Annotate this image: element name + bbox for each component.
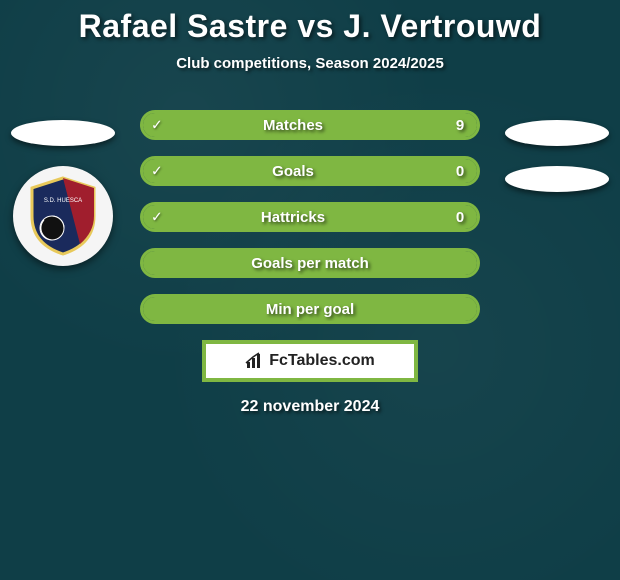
club-crest: S.D. HUESCA [13,166,113,266]
country-ellipse [505,120,609,146]
check-icon: ✓ [151,117,163,134]
stat-bar: ✓Matches9 [140,110,480,140]
stat-bar: ✓Hattricks0 [140,202,480,232]
check-icon: ✓ [151,209,163,226]
stat-fill: Min per goal [143,297,477,321]
content-area: S.D. HUESCA ✓Matches9✓Goals0✓Hattricks0G… [0,110,620,416]
stats-list: ✓Matches9✓Goals0✓Hattricks0Goals per mat… [140,110,480,324]
stat-fill: ✓Matches9 [143,113,477,137]
stat-label: Goals [143,163,443,180]
stat-fill: ✓Goals0 [143,159,477,183]
stat-bar: ✓Goals0 [140,156,480,186]
check-icon: ✓ [151,163,163,180]
stat-label: Hattricks [143,209,443,226]
stat-fill: Goals per match [143,251,477,275]
stat-value: 0 [443,209,477,226]
stat-value: 0 [443,163,477,180]
svg-text:S.D. HUESCA: S.D. HUESCA [44,198,82,204]
stat-value: 9 [443,117,477,134]
stat-bar: Min per goal [140,294,480,324]
stat-label: Min per goal [143,301,477,318]
date-label: 22 november 2024 [0,398,620,416]
logo-text: FcTables.com [269,352,375,370]
right-column [502,110,612,202]
country-ellipse [505,166,609,192]
fctables-logo[interactable]: FcTables.com [202,340,418,382]
stat-label: Goals per match [143,255,477,272]
stat-fill: ✓Hattricks0 [143,205,477,229]
stat-label: Matches [143,117,443,134]
page-title: Rafael Sastre vs J. Vertrouwd [0,0,620,45]
subtitle: Club competitions, Season 2024/2025 [0,55,620,72]
left-column: S.D. HUESCA [8,110,118,266]
country-ellipse [11,120,115,146]
stat-bar: Goals per match [140,248,480,278]
chart-icon [245,352,265,370]
